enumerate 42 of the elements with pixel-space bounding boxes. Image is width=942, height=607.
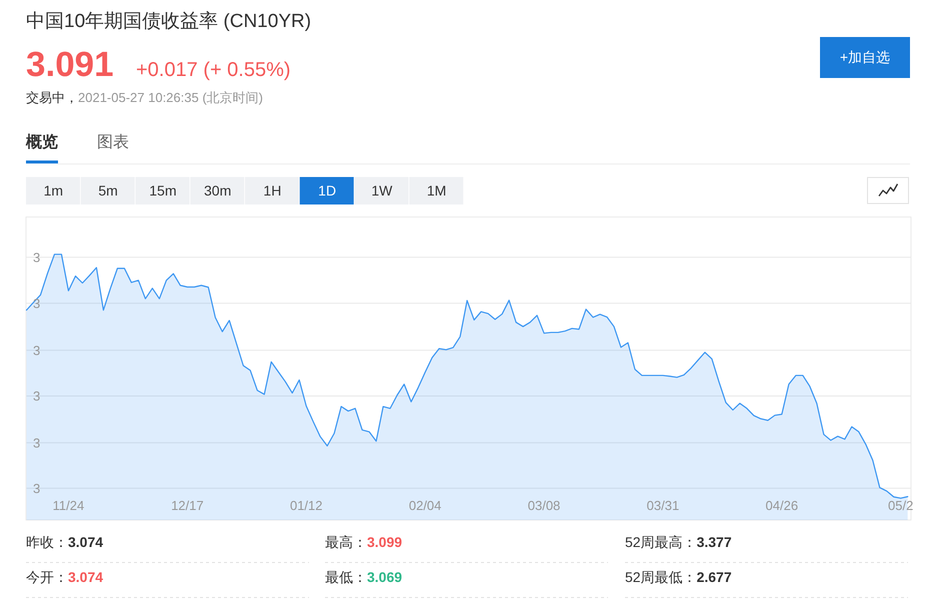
button: 1M <box>409 177 464 204</box>
button: 1m <box>26 177 80 204</box>
x-tick-label: 05/2 <box>888 498 914 513</box>
annotation: 3 <box>33 480 40 496</box>
text: 2021-05-27 10:26:35 (北京时间) <box>78 90 263 105</box>
text: 52周最高： <box>625 534 697 550</box>
button: 15m <box>136 177 190 204</box>
text: 3.074 <box>68 569 104 585</box>
text: 图表 <box>97 133 129 151</box>
text: 3.074 <box>68 534 104 550</box>
text: 最高： <box>325 534 367 550</box>
chart-title: 中国10年期国债收益率 (CN10YR) <box>26 10 312 32</box>
text: 52周最低： <box>625 569 697 585</box>
text: 3.099 <box>367 534 402 550</box>
text: +0.017 (+ 0.55%) <box>136 59 291 81</box>
text: 交易中， <box>26 90 78 105</box>
x-tick-label: 11/24 <box>52 498 84 513</box>
annotation: 3 <box>33 250 40 265</box>
button: 1W <box>354 177 408 204</box>
button: +加自选 <box>820 37 910 78</box>
text: 3.377 <box>696 534 732 550</box>
button: 1D <box>300 177 354 204</box>
text: 3.069 <box>367 569 402 585</box>
text: 今开： <box>26 569 68 585</box>
annotation: 3 <box>33 388 40 404</box>
annotation: 3 <box>33 435 40 450</box>
x-tick-label: 02/04 <box>408 498 442 513</box>
x-tick-label: 03/31 <box>646 498 680 513</box>
button: 1H <box>245 177 299 204</box>
text: 2.677 <box>696 569 732 585</box>
text: 最低： <box>325 569 367 585</box>
x-tick-label: 04/26 <box>766 498 798 513</box>
text: 3.091 <box>26 45 114 84</box>
annotation: 3 <box>33 342 40 358</box>
x-tick-label: 01/12 <box>290 498 323 513</box>
button: 30m <box>190 177 244 204</box>
annotation: 3 <box>33 296 40 311</box>
text: 概览 <box>25 133 58 151</box>
button: 5m <box>80 177 135 204</box>
text: 昨收： <box>26 534 68 550</box>
x-tick-label: 03/08 <box>528 498 560 513</box>
x-tick-label: 12/17 <box>171 498 204 513</box>
